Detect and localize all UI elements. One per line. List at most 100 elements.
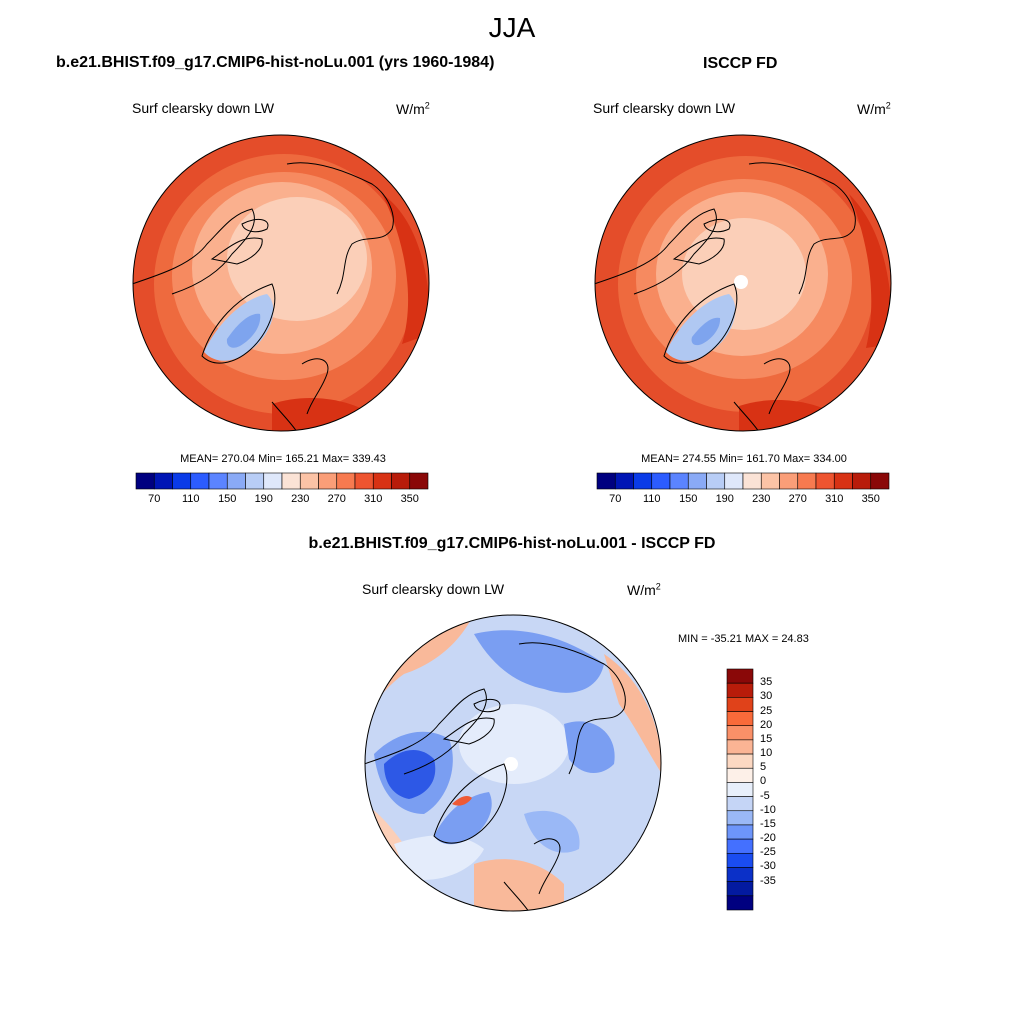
obs-pole-gap [734, 275, 748, 289]
diff-colorbar-tick-label: 20 [760, 718, 773, 731]
obs-polar-map [594, 134, 892, 432]
obs-colorbar-swatch [596, 472, 616, 490]
obs-colorbar-swatch [852, 472, 872, 490]
model-colorbar-tick-label: 270 [327, 493, 346, 505]
obs-colorbar-tick-label: 270 [788, 493, 807, 505]
obs-coastline-eurasia [748, 162, 856, 295]
obs-coastline-arctic-islands [672, 218, 731, 265]
diff-field-greenland [434, 792, 492, 845]
diff-coastline-eurasia [518, 642, 626, 775]
model-colorbar-swatch [409, 472, 429, 490]
model-colorbar-swatch [281, 472, 301, 490]
model-colorbar [135, 472, 429, 490]
diff-units-label: W/m2 [627, 581, 661, 598]
diff-field-greenland-red [452, 796, 472, 806]
diff-panel-title: b.e21.BHIST.f09_g17.CMIP6-hist-noLu.001 … [308, 535, 716, 552]
diff-colorbar-swatch [726, 824, 754, 840]
diff-field-blue-north [474, 630, 604, 693]
diff-field-pale-center [459, 704, 569, 784]
diff-field-pale-sw [394, 835, 484, 880]
diff-colorbar-swatch [726, 782, 754, 797]
obs-colorbar-swatch [633, 472, 653, 490]
obs-colorbar-tick-label: 310 [825, 493, 844, 505]
obs-colorbar-swatch [742, 472, 762, 490]
obs-coastline-greenland [663, 283, 738, 364]
model-colorbar-swatch [336, 472, 356, 490]
obs-units-label: W/m2 [857, 100, 891, 117]
model-colorbar-tick-label: 190 [254, 493, 273, 505]
obs-colorbar-swatch [651, 472, 671, 490]
diff-colorbar-tick-label: 35 [760, 676, 773, 689]
obs-field-greenland-core [691, 317, 721, 346]
model-field-polar [227, 197, 367, 321]
model-colorbar-tick-label: 350 [400, 493, 419, 505]
model-colorbar-tick-label: 230 [291, 493, 310, 505]
model-colorbar-swatch [354, 472, 374, 490]
diff-stats-label: MIN = -35.21 MAX = 24.83 [678, 633, 809, 645]
diff-colorbar-swatch [726, 895, 754, 911]
model-coastline-arctic-islands [210, 218, 269, 265]
diff-colorbar-swatch [726, 753, 754, 769]
model-field-greenland-core [226, 313, 261, 348]
obs-colorbar-tick-label: 70 [609, 493, 622, 505]
obs-colorbar-swatch [706, 472, 726, 490]
diff-field-blue-east [564, 721, 615, 774]
model-colorbar-swatch [172, 472, 192, 490]
model-colorbar-swatch [190, 472, 210, 490]
diff-colorbar-tick-label: -20 [760, 832, 776, 845]
model-coastline-canada [133, 208, 255, 295]
model-colorbar-swatch [372, 472, 392, 490]
obs-colorbar-tick-label: 150 [679, 493, 698, 505]
obs-coastline-canada [595, 208, 717, 295]
obs-colorbar-swatch [614, 472, 634, 490]
diff-field-s-orange [474, 859, 564, 911]
model-colorbar-tick-label: 110 [181, 493, 200, 505]
diff-pole-gap [504, 757, 518, 771]
diff-colorbar-swatch [726, 810, 754, 826]
obs-colorbar-tick-label: 230 [752, 493, 771, 505]
diff-coastline-arctic-islands [442, 698, 501, 745]
diff-colorbar [726, 668, 754, 911]
diff-colorbar-swatch [726, 697, 754, 712]
diff-polar-map [364, 614, 662, 912]
model-colorbar-swatch [245, 472, 265, 490]
diff-colorbar-swatch [726, 725, 754, 741]
model-variable-label: Surf clearsky down LW [132, 100, 275, 116]
obs-colorbar-tick-label: 350 [861, 493, 880, 505]
model-colorbar-swatch [153, 472, 173, 490]
diff-colorbar-swatch [726, 881, 754, 897]
obs-colorbar-swatch [687, 472, 707, 490]
diff-colorbar-swatch [726, 867, 754, 882]
diff-colorbar-tick-label: -25 [760, 846, 776, 859]
obs-colorbar-swatch [870, 472, 890, 490]
diff-colorbar-swatch [726, 711, 754, 727]
obs-colorbar-swatch [815, 472, 835, 490]
model-colorbar-swatch [391, 472, 411, 490]
model-field-hotspot-e [382, 194, 429, 344]
diff-field-darkblue-west [384, 749, 436, 799]
obs-colorbar-swatch [833, 472, 853, 490]
obs-stats-label: MEAN= 274.55 Min= 161.70 Max= 334.00 [641, 453, 847, 465]
model-colorbar-swatch [299, 472, 319, 490]
diff-colorbar-tick-label: 25 [760, 704, 773, 717]
model-polar-map [132, 134, 430, 432]
obs-colorbar-swatch [724, 472, 744, 490]
diff-colorbar-tick-label: 10 [760, 747, 773, 760]
diff-colorbar-swatch [726, 852, 754, 868]
model-coastline-eurasia [286, 162, 394, 295]
model-stats-label: MEAN= 270.04 Min= 165.21 Max= 339.43 [180, 453, 386, 465]
diff-field-blue-se [524, 810, 580, 853]
obs-colorbar-tick-label: 190 [715, 493, 734, 505]
diff-colorbar-tick-label: 5 [760, 761, 767, 774]
diff-colorbar-swatch [726, 838, 754, 854]
model-colorbar-swatch [208, 472, 228, 490]
diff-colorbar-tick-label: 30 [760, 690, 773, 703]
main-title: JJA [488, 12, 536, 43]
model-colorbar-swatch [318, 472, 338, 490]
model-coastline-greenland [201, 283, 276, 364]
diff-colorbar-swatch [726, 767, 754, 783]
diff-colorbar-swatch [726, 796, 754, 812]
obs-panel-title: ISCCP FD [703, 55, 778, 72]
diff-colorbar-tick-label: 15 [760, 732, 773, 745]
diff-colorbar-swatch [726, 739, 754, 755]
